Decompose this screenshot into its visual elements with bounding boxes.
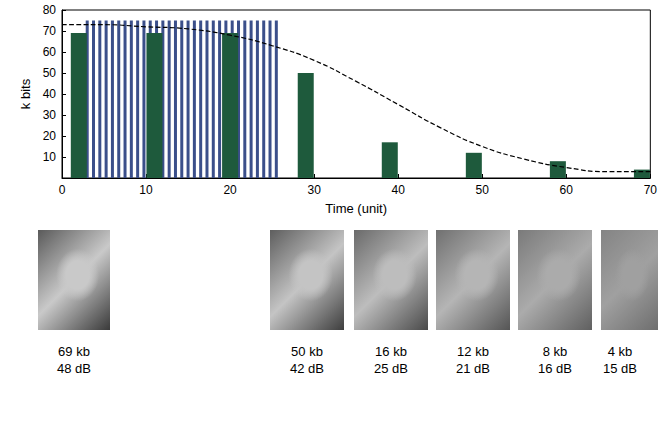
svg-text:50: 50 xyxy=(43,66,57,80)
svg-text:Time (unit): Time (unit) xyxy=(325,201,387,216)
svg-text:80: 80 xyxy=(43,3,57,17)
html-text:42 dB: 42 dB xyxy=(290,361,324,376)
html-text:15 dB: 15 dB xyxy=(603,361,637,376)
html-text:25 dB: 25 dB xyxy=(374,361,408,376)
svg-text:k bits: k bits xyxy=(18,78,33,109)
svg-text:40: 40 xyxy=(392,183,406,197)
html-text:21 dB: 21 dB xyxy=(456,361,490,376)
svg-text:70: 70 xyxy=(43,24,57,38)
html-text:4 kb: 4 kb xyxy=(607,344,633,359)
svg-text:20: 20 xyxy=(223,183,237,197)
html-text:16 kb: 16 kb xyxy=(375,344,407,359)
html-text:50 kb: 50 kb xyxy=(291,344,323,359)
svg-text:0: 0 xyxy=(59,183,66,197)
svg-text:60: 60 xyxy=(43,45,57,59)
svg-text:50: 50 xyxy=(476,183,490,197)
svg-text:10: 10 xyxy=(139,183,153,197)
svg-text:20: 20 xyxy=(43,129,57,143)
html-text:48 dB: 48 dB xyxy=(57,361,91,376)
svg-text:30: 30 xyxy=(307,183,321,197)
svg-text:40: 40 xyxy=(43,87,57,101)
html-text:12 kb: 12 kb xyxy=(457,344,489,359)
svg-text:10: 10 xyxy=(43,150,57,164)
svg-text:60: 60 xyxy=(560,183,574,197)
html-text:69 kb: 69 kb xyxy=(58,344,90,359)
html-text:8 kb: 8 kb xyxy=(542,344,568,359)
html-text:16 dB: 16 dB xyxy=(538,361,572,376)
svg-text:70: 70 xyxy=(644,183,658,197)
svg-text:30: 30 xyxy=(43,108,57,122)
